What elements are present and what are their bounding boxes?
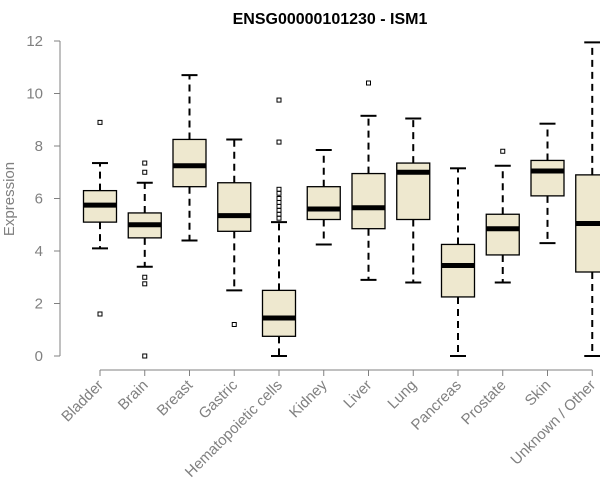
outlier-point <box>276 97 282 103</box>
box-gastric <box>217 138 252 327</box>
x-tick-label: Prostate <box>458 377 510 429</box>
outlier-point <box>276 203 282 209</box>
box-hematopoietic-cells <box>261 97 297 357</box>
y-tick-label: 6 <box>35 191 43 208</box>
outlier-point <box>276 207 282 213</box>
y-axis: 0 2 4 6 8 10 12 <box>26 33 61 365</box>
box-lung <box>396 117 431 284</box>
outlier-point <box>142 169 148 175</box>
iqr-box <box>485 213 520 256</box>
iqr-box <box>306 186 341 221</box>
outlier-point <box>276 186 282 192</box>
outlier-point <box>276 215 282 221</box>
outlier-point <box>276 199 282 205</box>
x-tick-label: Unknown / Other <box>507 377 599 469</box>
box-breast <box>172 74 207 242</box>
y-tick-label: 12 <box>26 33 43 50</box>
outlier-point <box>142 281 148 287</box>
box-prostate <box>485 148 520 284</box>
outlier-point <box>142 353 148 359</box>
x-tick-label: Kidney <box>286 376 331 421</box>
outlier-point <box>276 139 282 145</box>
box-pancreas <box>440 167 476 357</box>
outlier-point <box>97 119 103 125</box>
outlier-point <box>142 274 148 280</box>
y-tick-label: 8 <box>35 138 43 155</box>
iqr-box <box>530 159 565 197</box>
y-tick-label: 2 <box>35 296 43 313</box>
outlier-point <box>97 311 103 317</box>
y-tick-label: 10 <box>26 86 43 103</box>
outlier-point <box>366 80 371 86</box>
box-bladder <box>82 119 118 317</box>
iqr-box <box>440 243 476 298</box>
box-brain <box>127 160 162 359</box>
box-liver <box>351 80 386 281</box>
x-tick-label: Liver <box>340 377 375 412</box>
outlier-point <box>231 322 237 327</box>
y-axis-title: Expression <box>1 162 18 236</box>
boxes-group <box>82 41 600 359</box>
y-tick-label: 0 <box>35 348 43 365</box>
iqr-box <box>217 182 252 232</box>
iqr-box <box>261 289 297 337</box>
iqr-box <box>172 138 207 188</box>
y-tick-label: 4 <box>35 243 43 260</box>
x-tick-label: Brain <box>115 377 152 414</box>
outlier-point <box>142 160 148 166</box>
outlier-point <box>276 211 282 217</box>
x-tick-label: Lung <box>384 377 420 413</box>
box-skin <box>530 122 565 245</box>
iqr-box <box>351 172 386 230</box>
x-tick-label: Breast <box>154 376 197 419</box>
outlier-point <box>276 196 282 201</box>
box-kidney <box>306 148 341 246</box>
x-tick-label: Skin <box>522 377 555 410</box>
chart-title: ENSG00000101230 - ISM1 <box>233 11 428 28</box>
outlier-point <box>276 190 282 196</box>
outlier-point <box>500 148 506 154</box>
x-tick-label: Bladder <box>58 377 107 426</box>
box-unknown-other <box>575 41 600 357</box>
